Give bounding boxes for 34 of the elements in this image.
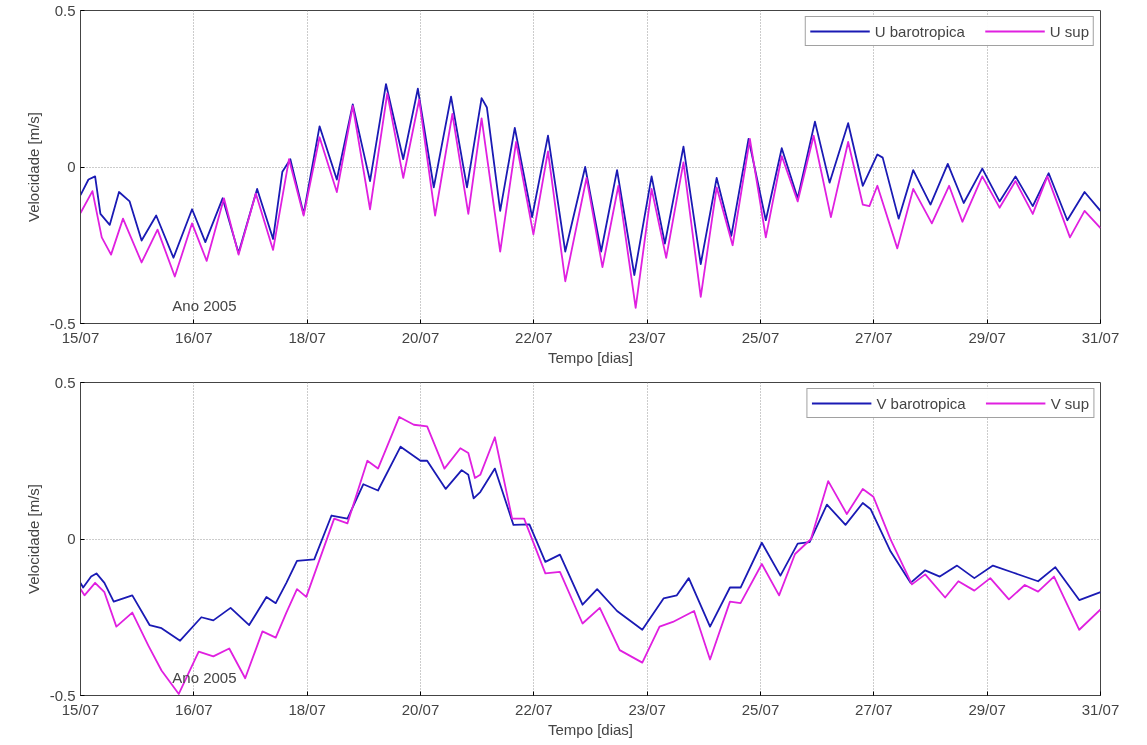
legend-label: U sup — [1049, 22, 1089, 40]
y-tick-label: 0.5 — [54, 1, 76, 19]
x-tick-label: 23/07 — [628, 700, 666, 718]
x-tick-label: 22/07 — [515, 328, 553, 346]
line-series — [80, 92, 1101, 309]
legend-label: V barotropica — [876, 394, 966, 412]
y-axis-title: Velocidade [m/s] — [24, 483, 42, 595]
x-tick-label: 23/07 — [628, 328, 666, 346]
y-tick-label: 0.5 — [54, 373, 76, 391]
x-tick-label: 25/07 — [741, 700, 780, 718]
x-tick-label: 22/07 — [515, 700, 553, 718]
x-tick-label: 31/07 — [1081, 328, 1120, 346]
x-axis-title: Tempo [dias] — [547, 348, 634, 366]
x-tick-label: 25/07 — [741, 328, 780, 346]
x-tick-label: 27/07 — [855, 328, 893, 346]
legend-label: U barotropica — [874, 22, 965, 40]
x-axis-title: Tempo [dias] — [547, 720, 634, 738]
x-tick-label: 18/07 — [288, 328, 326, 346]
legend-label: V sup — [1050, 394, 1089, 412]
x-tick-label: 29/07 — [968, 700, 1006, 718]
y-tick-label: 0 — [67, 158, 76, 175]
y-tick-label: 0 — [67, 530, 76, 547]
x-tick-label: 16/07 — [175, 328, 213, 346]
x-tick-label: 18/07 — [288, 700, 326, 718]
x-tick-label: 20/07 — [401, 328, 440, 346]
x-tick-label: 20/07 — [401, 700, 440, 718]
x-tick-label: 29/07 — [968, 328, 1006, 346]
x-tick-label: 27/07 — [855, 700, 893, 718]
x-tick-label: 31/07 — [1081, 700, 1120, 718]
annotation: Ano 2005 — [172, 297, 237, 315]
y-axis-title: Velocidade [m/s] — [24, 111, 42, 223]
x-tick-label: 16/07 — [175, 700, 213, 718]
line-series — [80, 83, 1101, 276]
line-series — [80, 445, 1101, 642]
